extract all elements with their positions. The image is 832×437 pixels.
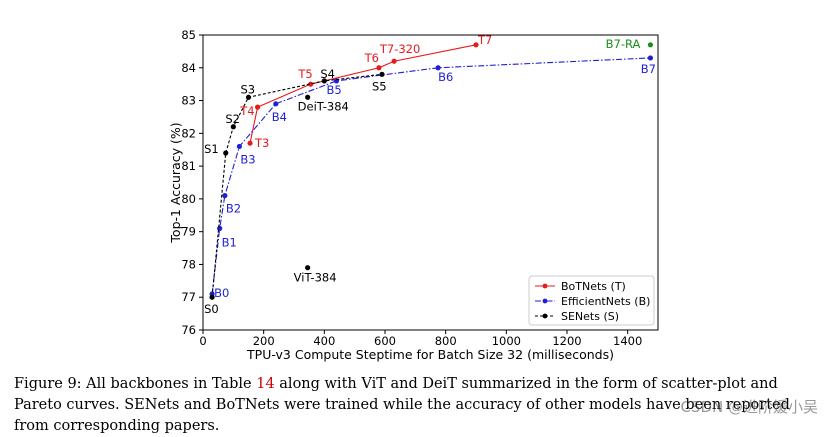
caption-text-1: Figure 9: All backbones in Table [14,376,257,392]
point-label-s3: S3 [241,82,256,96]
point-label-s0: S0 [204,302,219,316]
scatter-chart: 0 200 400 600 800 1000 1200 1400 76 77 78 79 80 81 82 8… [168,28,659,362]
data-point-s1 [223,150,229,156]
y-axis-label: Top-1 Accuracy (%) [168,122,183,243]
point-label-b3: B3 [240,152,255,166]
point-label-t7: T7 [477,33,492,47]
table-ref-link[interactable]: 14 [256,376,275,392]
point-label-b7: B7 [641,62,656,76]
x-tick-label: 200 [253,334,275,348]
y-tick-label: 83 [181,94,196,108]
legend-box [528,275,655,326]
data-point-t7 [473,42,479,48]
point-label-s5: S5 [372,79,387,93]
data-point-b2 [222,193,228,199]
x-tick-label: 800 [435,334,457,348]
data-point-s0 [209,294,215,300]
y-tick-label: 82 [181,126,196,140]
data-point-s5 [379,71,385,77]
point-label-t3: T3 [254,136,269,150]
legend-marker-0 [542,283,548,289]
data-point-b7-ra [647,42,654,48]
legend-label-1: EfficientNets (B) [561,295,650,308]
caption-text-2: along with ViT and DeiT summarized in th… [14,376,790,434]
data-point-b4 [273,101,279,107]
data-point-b6 [435,65,441,71]
series-line-2 [211,73,383,298]
data-point-b3 [236,143,242,150]
data-point-t3 [247,140,253,146]
point-label-s1: S1 [204,142,219,156]
data-point-vit-384 [305,265,311,271]
x-tick-label: 0 [199,334,206,348]
point-label-t6: T6 [364,51,379,65]
point-label-b5: B5 [326,83,341,97]
data-point-b7 [647,55,654,61]
point-label-s2: S2 [225,112,240,126]
legend-marker-2 [542,313,548,319]
watermark: CSDN @进阶媛小吴 [680,398,818,416]
data-point-t5 [308,81,314,87]
point-label-b4: B4 [272,110,287,124]
x-tick-label: 1200 [552,334,581,348]
legend-label-0: BoTNets (T) [561,280,626,293]
point-label-b6: B6 [438,70,453,84]
series-line-1 [211,57,651,295]
data-point-t6 [376,65,382,71]
x-tick-label: 1000 [492,334,521,348]
legend-label-2: SENets (S) [561,310,619,323]
y-tick-label: 80 [181,192,196,206]
y-tick-label: 85 [181,28,196,42]
figure-caption: Figure 9: All backbones in Table 14 alon… [14,374,826,437]
point-label-t4: T4 [239,104,254,118]
x-tick-label: 1400 [613,334,642,348]
x-axis-label: TPU-v3 Compute Steptime for Batch Size 3… [246,347,614,362]
y-tick-label: 79 [181,225,196,239]
plot-frame [202,34,659,331]
point-label-b7-ra: B7-RA [606,37,641,51]
y-tick-label: 81 [181,159,196,173]
data-point-s2 [230,124,236,130]
data-point-s4 [321,78,327,84]
data-point-deit-384 [305,94,311,100]
point-label-b0: B0 [214,286,229,300]
data-point-t4 [255,104,261,110]
point-label-b2: B2 [226,202,241,216]
data-point-s3 [245,94,252,100]
y-tick-label: 78 [181,257,196,271]
point-label-s4: S4 [320,67,335,81]
series-line-0 [249,44,477,144]
data-point-b1 [217,225,223,231]
point-label-b1: B1 [222,235,237,249]
point-label-deit-384: DeiT-384 [298,99,349,113]
x-tick-label: 400 [313,334,335,348]
data-point-t7-320 [391,58,397,64]
point-label-t7-320: T7-320 [379,42,420,56]
y-tick-label: 77 [181,290,196,304]
y-tick-label: 84 [181,61,196,75]
x-tick-label: 600 [374,334,396,348]
point-label-vit-384: ViT-384 [294,271,337,285]
legend-marker-1 [542,298,548,304]
y-tick-label: 76 [181,323,196,337]
point-label-t5: T5 [297,67,312,81]
